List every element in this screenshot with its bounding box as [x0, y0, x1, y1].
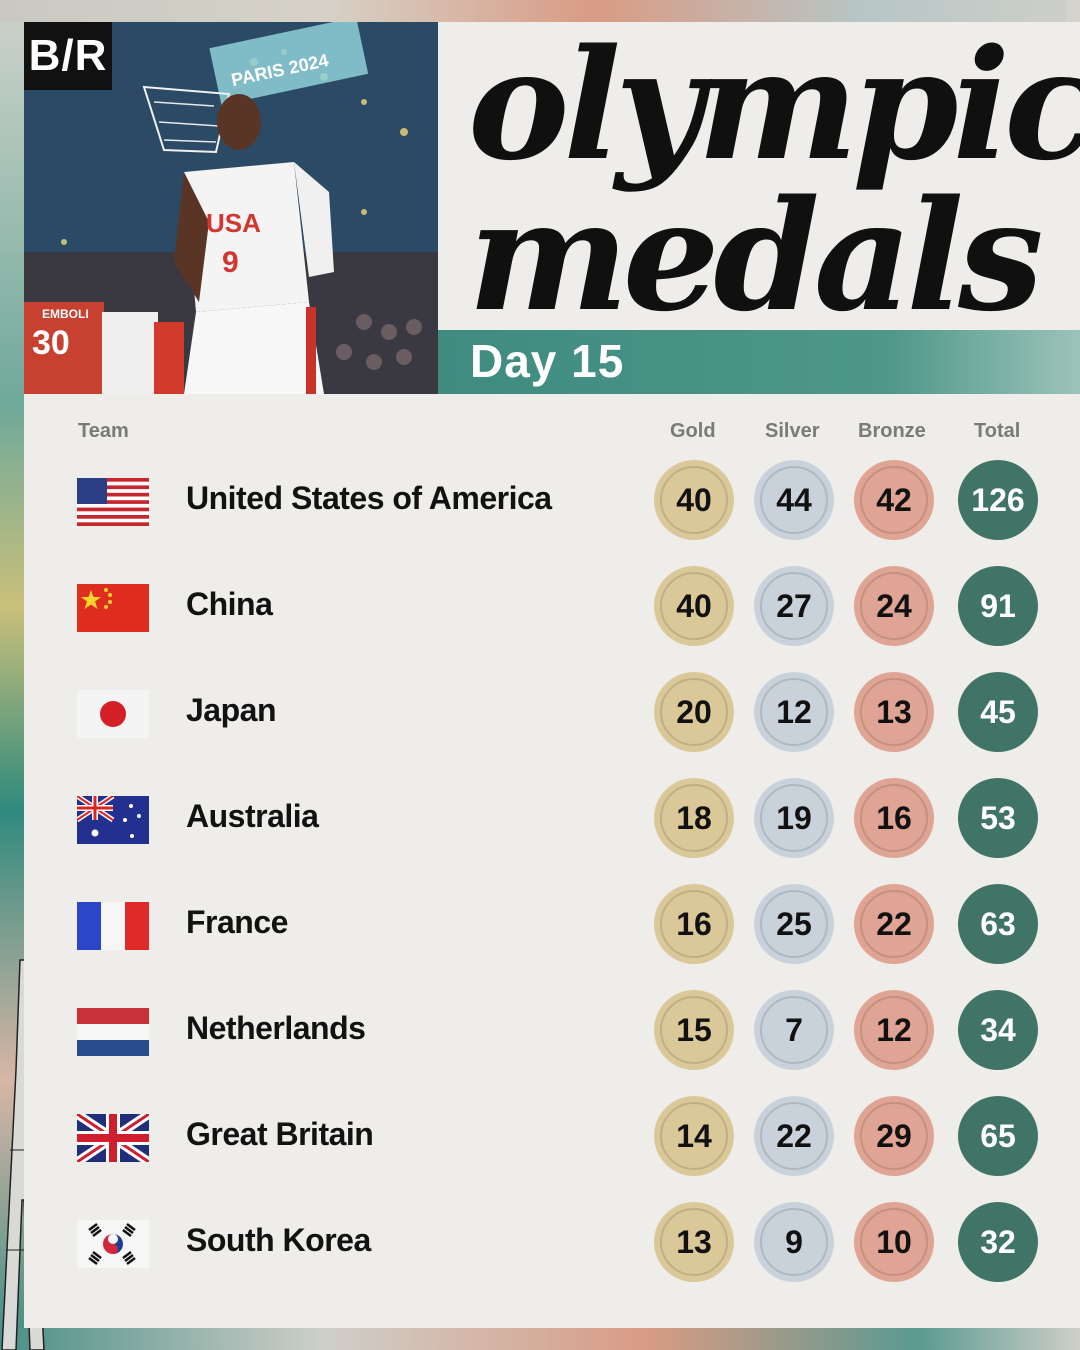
table-row: United States of America 40 44 42 126 — [48, 460, 1068, 542]
jersey-text: USA — [206, 208, 261, 238]
gold-count: 14 — [654, 1096, 734, 1176]
table-row: France 16 25 22 63 — [48, 884, 1068, 966]
silver-count: 19 — [754, 778, 834, 858]
header-silver: Silver — [765, 420, 820, 442]
bronze-count: 42 — [854, 460, 934, 540]
silver-count: 44 — [754, 460, 834, 540]
day-band — [438, 330, 1080, 394]
south-korea-flag-icon — [77, 1220, 149, 1268]
silver-count: 12 — [754, 672, 834, 752]
total-count: 34 — [958, 990, 1038, 1070]
team-name: Australia — [186, 798, 319, 834]
page-title: olympic medals — [468, 15, 1080, 345]
team-name: Netherlands — [186, 1010, 366, 1046]
table-row: South Korea 13 9 10 32 — [48, 1202, 1068, 1284]
bronze-count: 16 — [854, 778, 934, 858]
header-bronze: Bronze — [858, 420, 926, 442]
team-name: South Korea — [186, 1222, 371, 1258]
table-row: Australia 18 19 16 53 — [48, 778, 1068, 860]
gold-count: 16 — [654, 884, 734, 964]
total-count: 45 — [958, 672, 1038, 752]
table-row: Great Britain 14 22 29 65 — [48, 1096, 1068, 1178]
team-name: France — [186, 904, 288, 940]
total-count: 53 — [958, 778, 1038, 858]
australia-flag-icon — [77, 796, 149, 844]
br-logo: B/R — [24, 22, 112, 90]
title-line-1: olympic — [468, 15, 1080, 194]
decorative-frame-bottom — [0, 1328, 1080, 1350]
china-flag-icon — [77, 584, 149, 632]
bronze-count: 13 — [854, 672, 934, 752]
total-count: 32 — [958, 1202, 1038, 1282]
silver-count: 9 — [754, 1202, 834, 1282]
silver-count: 7 — [754, 990, 834, 1070]
usa-flag-icon — [77, 478, 149, 526]
gold-count: 18 — [654, 778, 734, 858]
gold-count: 40 — [654, 566, 734, 646]
table-row: Japan 20 12 13 45 — [48, 672, 1068, 754]
decorative-frame-top — [0, 0, 1080, 22]
jersey-number: 9 — [222, 246, 239, 279]
total-count: 63 — [958, 884, 1038, 964]
team-name: United States of America — [186, 480, 552, 516]
japan-flag-icon — [77, 690, 149, 738]
title-line-2: medals — [468, 166, 1044, 345]
bronze-count: 24 — [854, 566, 934, 646]
header-team: Team — [78, 420, 129, 442]
silver-count: 22 — [754, 1096, 834, 1176]
left-player-number: 30 — [32, 324, 70, 362]
left-player-name: EMBOLI — [42, 307, 89, 321]
bronze-count: 12 — [854, 990, 934, 1070]
bronze-count: 29 — [854, 1096, 934, 1176]
great-britain-flag-icon — [77, 1114, 149, 1162]
silver-count: 25 — [754, 884, 834, 964]
table-row: Netherlands 15 7 12 34 — [48, 990, 1068, 1072]
gold-count: 40 — [654, 460, 734, 540]
gold-count: 20 — [654, 672, 734, 752]
bronze-count: 22 — [854, 884, 934, 964]
total-count: 65 — [958, 1096, 1038, 1176]
day-label: Day 15 — [470, 335, 625, 387]
team-name: Japan — [186, 692, 276, 728]
header-total: Total — [974, 420, 1021, 442]
gold-count: 13 — [654, 1202, 734, 1282]
france-flag-icon — [77, 902, 149, 950]
bronze-count: 10 — [854, 1202, 934, 1282]
total-count: 126 — [958, 460, 1038, 540]
netherlands-flag-icon — [77, 1008, 149, 1056]
table-row: China 40 27 24 91 — [48, 566, 1068, 648]
team-name: China — [186, 586, 273, 622]
team-name: Great Britain — [186, 1116, 374, 1152]
gold-count: 15 — [654, 990, 734, 1070]
header-gold: Gold — [670, 420, 716, 442]
total-count: 91 — [958, 566, 1038, 646]
silver-count: 27 — [754, 566, 834, 646]
